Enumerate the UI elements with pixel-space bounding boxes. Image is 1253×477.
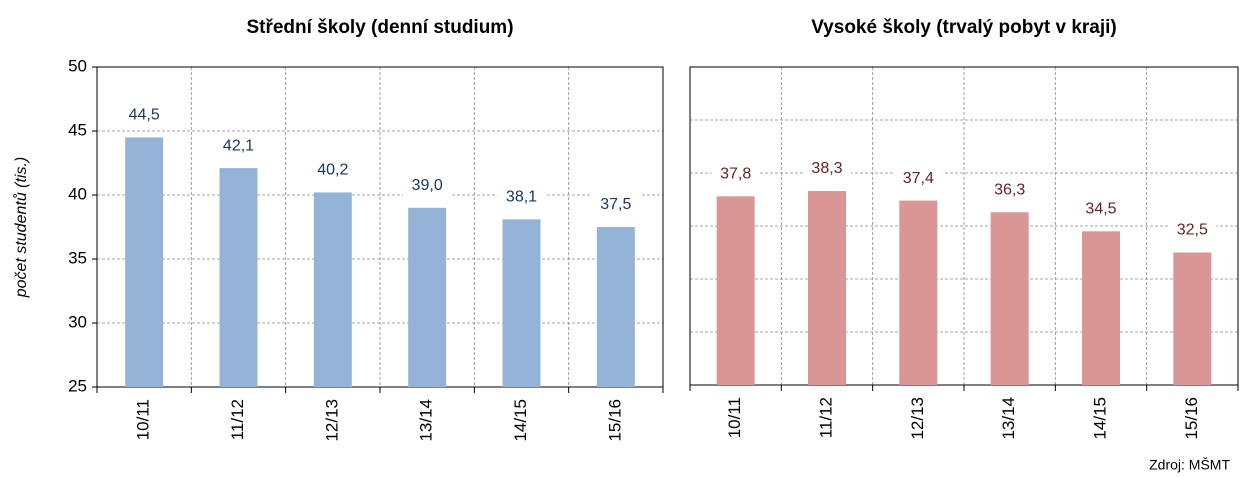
bar: [313, 192, 352, 387]
value-label: 40,2: [317, 162, 348, 179]
x-tick-label: 10/11: [134, 399, 153, 440]
chart-title: Vysoké školy (trvalý pobyt v kraji): [811, 17, 1117, 38]
bar: [219, 168, 258, 387]
value-label: 42,1: [223, 137, 254, 154]
label-bg: [803, 157, 851, 180]
source: Zdroj: MŠMT: [1149, 457, 1230, 473]
x-tick-label: 14/15: [1090, 397, 1109, 440]
y-tick-label: 35: [68, 248, 87, 267]
label-bg: [985, 178, 1034, 201]
value-label: 37,8: [720, 166, 751, 183]
label-bg: [308, 158, 357, 181]
value-label: 32,5: [1177, 222, 1208, 239]
bar: [596, 227, 635, 387]
label-bg: [214, 134, 263, 157]
bar: [716, 196, 755, 385]
value-label: 36,3: [994, 181, 1025, 198]
value-label: 34,5: [1085, 201, 1116, 218]
label-bg: [591, 193, 640, 215]
x-tick-label: 13/14: [999, 397, 1018, 440]
x-tick-label: 14/15: [511, 399, 530, 442]
x-tick-label: 11/12: [228, 399, 247, 440]
chart-title: Střední školy (denní studium): [246, 17, 513, 38]
y-axis-label: počet studentů (tis.): [12, 157, 30, 299]
y-tick-label: 45: [68, 120, 87, 139]
x-tick-label: 10/11: [725, 397, 744, 438]
value-label: 44,5: [129, 107, 160, 124]
bar: [125, 137, 164, 387]
value-label: 38,1: [506, 189, 537, 206]
y-tick-label: 30: [68, 312, 87, 331]
bar: [1082, 231, 1120, 385]
x-tick-label: 15/16: [1182, 397, 1201, 440]
x-tick-label: 12/13: [908, 397, 927, 440]
label-bg: [120, 103, 169, 126]
bar: [502, 219, 541, 387]
x-tick-label: 12/13: [322, 399, 341, 442]
value-label: 38,3: [811, 160, 842, 177]
y-tick-label: 40: [68, 184, 87, 203]
plot-frame: [96, 66, 664, 388]
label-bg: [894, 166, 943, 189]
x-tick-label: 13/14: [417, 399, 436, 442]
bar: [1173, 252, 1212, 385]
value-label: 37,5: [600, 196, 631, 213]
x-tick-label: 11/12: [816, 397, 835, 438]
label-bg: [1077, 197, 1125, 220]
label-bg: [497, 185, 546, 208]
y-tick-label: 50: [68, 56, 87, 75]
bar: [990, 212, 1029, 385]
value-label: 39,0: [412, 177, 443, 194]
value-label: 37,4: [903, 170, 934, 187]
x-tick-label: 15/16: [605, 399, 624, 442]
bar: [899, 200, 938, 385]
label-bg: [1168, 218, 1217, 241]
label-bg: [711, 162, 760, 185]
label-bg: [403, 173, 452, 196]
plot-frame: [689, 66, 1239, 386]
y-tick-label: 25: [68, 376, 87, 395]
bar: [808, 191, 846, 385]
bar: [408, 207, 447, 387]
